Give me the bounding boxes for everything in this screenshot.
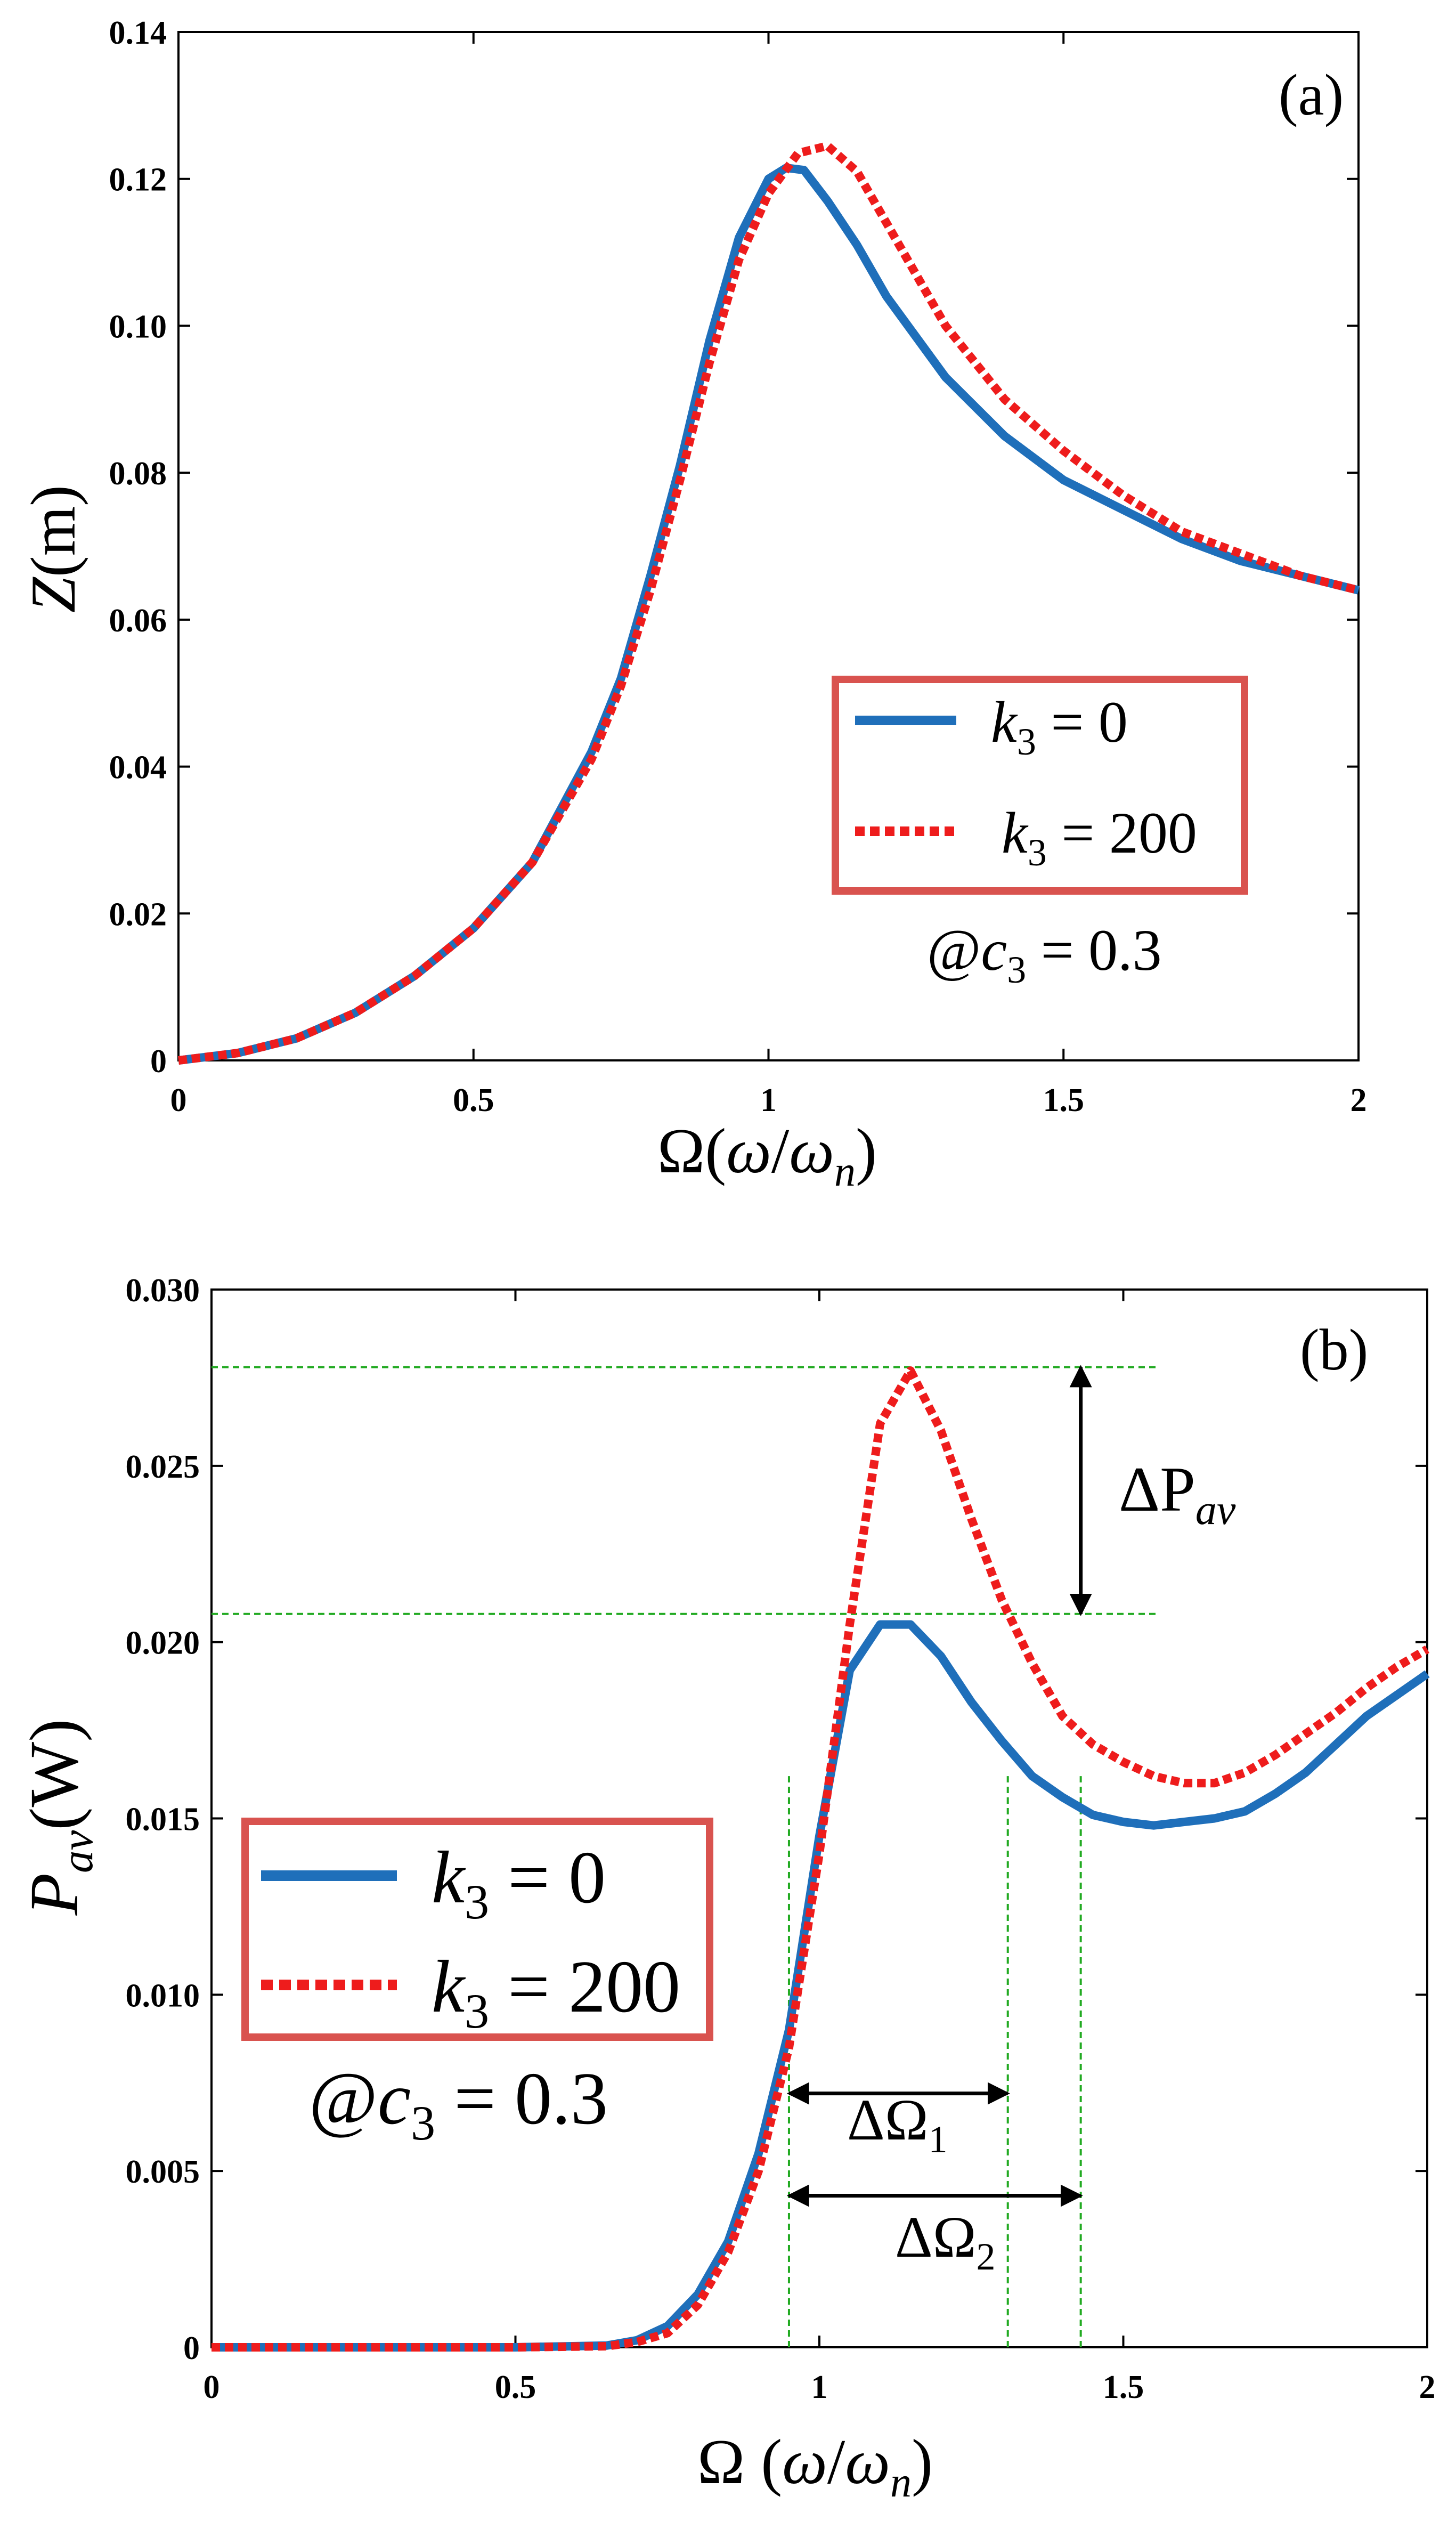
x-tick-label: 0 bbox=[204, 2369, 220, 2405]
legend-label-k3-200: k3 = 200 bbox=[1002, 800, 1197, 874]
y-tick-label: 0.015 bbox=[126, 1802, 200, 1838]
legend-label-b-k3-200: k3 = 200 bbox=[432, 1946, 680, 2038]
delta-omega-1-label: ΔΩ1 bbox=[847, 2087, 948, 2161]
y-tick-label: 0 bbox=[183, 2330, 200, 2366]
y-tick-label: 0.04 bbox=[109, 750, 167, 786]
x-tick-label: 0.5 bbox=[453, 1082, 494, 1118]
x-tick-label: 1.5 bbox=[1103, 2369, 1144, 2405]
delta-omega-2-label: ΔΩ2 bbox=[895, 2204, 996, 2278]
legend-box-a bbox=[832, 676, 1248, 895]
legend-label-k3-0: k3 = 0 bbox=[991, 690, 1128, 763]
x-axis-title-b: Ω (ω/ωn) bbox=[697, 2426, 933, 2506]
y-axis-title-a: Z(m) bbox=[18, 485, 88, 613]
x-tick-label: 1 bbox=[811, 2369, 828, 2405]
y-tick-label: 0.14 bbox=[109, 15, 167, 51]
y-tick-label: 0.010 bbox=[126, 1977, 200, 2014]
y-axis-title-b: Pav(W) bbox=[16, 1719, 102, 1916]
series-group-b bbox=[212, 1366, 1430, 2352]
delta-p-label: ΔPav bbox=[1119, 1454, 1236, 1534]
annotation-c3-b: @c3 = 0.3 bbox=[309, 2057, 608, 2150]
y-tick-label: 0.020 bbox=[126, 1625, 200, 1661]
y-tick-label: 0.030 bbox=[126, 1272, 200, 1309]
y-tick-label: 0 bbox=[150, 1043, 167, 1080]
x-tick-label: 1 bbox=[760, 1082, 777, 1118]
legend-a: k3 = 0 k3 = 200 bbox=[832, 676, 1248, 895]
chart-panel-b: 0 0.5 1 1.5 2 0 0.005 0.010 0.015 0.020 0.025 0.030… bbox=[16, 1272, 1436, 2506]
axis-ticks-b: 0 0.5 1 1.5 2 0 0.005 0.010 0.015 0.020 0.025 0.030 bbox=[126, 1272, 1436, 2405]
annotation-c3-a: @c3 = 0.3 bbox=[927, 918, 1162, 991]
x-tick-label: 0 bbox=[170, 1082, 187, 1118]
y-tick-label: 0.10 bbox=[109, 309, 167, 345]
panel-label-a: (a) bbox=[1279, 62, 1344, 127]
series-line-k3-0 bbox=[212, 1620, 1430, 2352]
x-tick-label: 1.5 bbox=[1043, 1082, 1085, 1118]
y-tick-label: 0.06 bbox=[109, 603, 167, 639]
legend-label-b-k3-0: k3 = 0 bbox=[432, 1836, 606, 1929]
legend-b: k3 = 0 k3 = 200 bbox=[241, 1818, 713, 2041]
y-tick-label: 0.025 bbox=[126, 1449, 200, 1485]
legend-box-b bbox=[241, 1818, 713, 2041]
y-tick-label: 0.12 bbox=[109, 162, 167, 198]
delta-arrows-b bbox=[786, 1365, 1092, 2207]
guide-lines-b bbox=[212, 1366, 1160, 2347]
series-line-k3-200 bbox=[212, 1366, 1430, 2352]
y-tick-label: 0.005 bbox=[126, 2154, 200, 2190]
chart-panel-a: 0 0.5 1 1.5 2 0 0.02 0.04 0.06 0.08 0.10 0.12 0.14 (… bbox=[18, 15, 1367, 1195]
axis-ticks-a: 0 0.5 1 1.5 2 0 0.02 0.04 0.06 0.08 0.10 0.12 0.14 bbox=[109, 15, 1367, 1118]
series-line-k3-200 bbox=[178, 141, 1360, 1065]
x-axis-title-a: Ω(ω/ωn) bbox=[657, 1115, 877, 1195]
x-tick-label: 0.5 bbox=[495, 2369, 536, 2405]
x-tick-label: 2 bbox=[1351, 1082, 1367, 1118]
series-line-k3-0 bbox=[178, 164, 1360, 1065]
x-tick-label: 2 bbox=[1419, 2369, 1436, 2405]
y-tick-label: 0.02 bbox=[109, 896, 167, 933]
y-tick-label: 0.08 bbox=[109, 456, 167, 492]
series-group-a bbox=[178, 141, 1360, 1065]
panel-label-b: (b) bbox=[1300, 1317, 1368, 1382]
